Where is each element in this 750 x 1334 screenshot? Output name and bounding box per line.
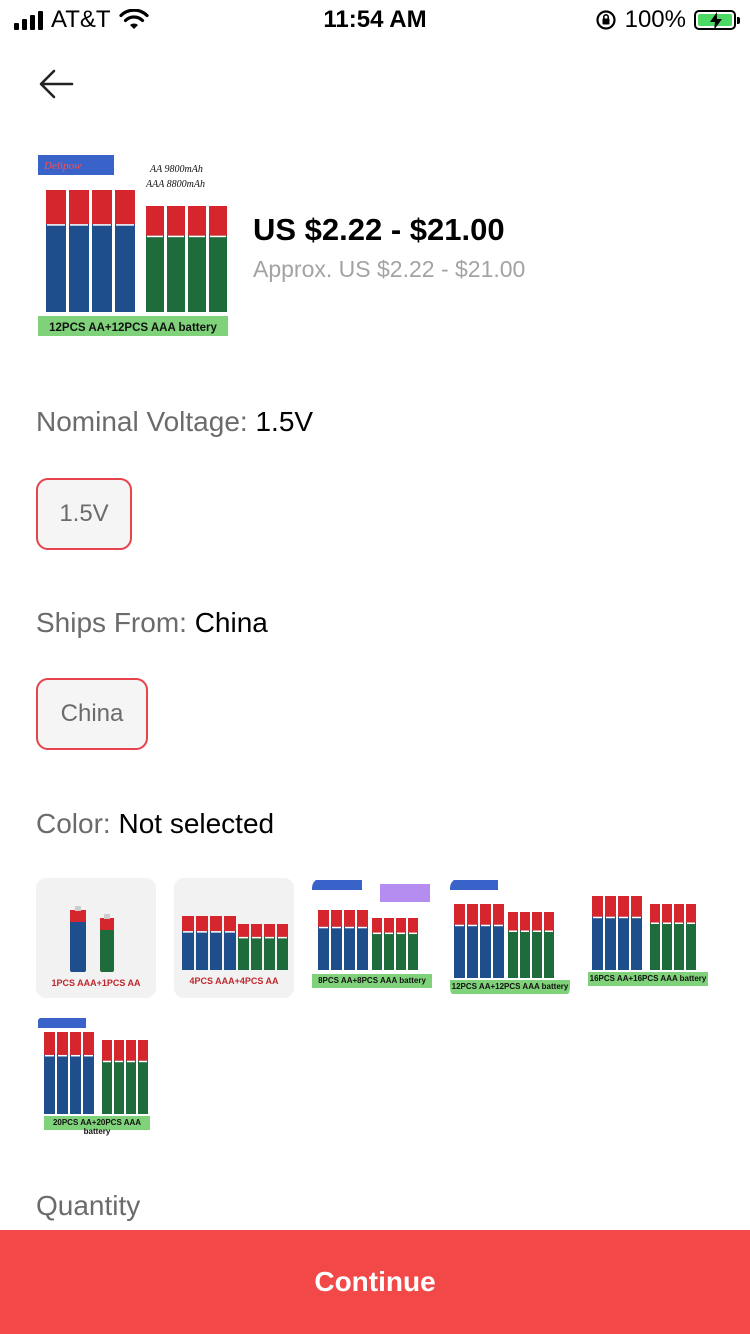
image-caption: 12PCS AA+12PCS AAA battery <box>49 322 217 334</box>
thumb-5-banner: 16PCS AA+16PCS AAA battery <box>588 972 708 986</box>
color-label: Color: Not selected <box>36 808 274 840</box>
status-bar: AT&T 11:54 AM 100% <box>0 0 750 40</box>
back-arrow-icon[interactable] <box>36 64 76 104</box>
battery-percent: 100% <box>624 6 686 33</box>
color-label-text: Color: <box>36 808 119 839</box>
thumb-4-image <box>450 880 554 978</box>
color-option-1[interactable]: 1PCS AAA+1PCS AA <box>36 878 156 998</box>
thumb-4-banner: 12PCS AA+12PCS AAA battery <box>450 980 570 994</box>
thumb-6-caption: 20PCS AA+20PCS AAA battery <box>52 1118 142 1136</box>
thumb-1-image <box>70 906 114 972</box>
thumb-1-caption: 1PCS AAA+1PCS AA <box>51 978 141 988</box>
color-option-2[interactable]: 4PCS AAA+4PCS AA <box>174 878 294 998</box>
thumb-3-caption: 8PCS AA+8PCS AAA battery <box>318 976 426 985</box>
rotation-lock-icon <box>596 10 616 30</box>
status-time: 11:54 AM <box>323 6 427 33</box>
voltage-option-1-5v[interactable]: 1.5V <box>36 478 132 550</box>
thumb-2-image <box>182 916 288 970</box>
approx-price: Approx. US $2.22 - $21.00 <box>253 256 526 282</box>
signal-icon <box>14 10 43 30</box>
thumb-3-banner: 8PCS AA+8PCS AAA battery <box>312 974 432 988</box>
color-option-3[interactable]: 8PCS AA+8PCS AAA battery <box>312 878 432 998</box>
thumb-2-caption: 4PCS AAA+4PCS AA <box>189 976 279 986</box>
voltage-label: Nominal Voltage: 1.5V <box>36 406 313 438</box>
thumb-4-caption: 12PCS AA+12PCS AAA battery <box>451 982 569 991</box>
thumb-5-image <box>592 896 696 970</box>
wifi-icon <box>118 9 149 29</box>
ships-from-label: Ships From: China <box>36 607 268 639</box>
thumb-6-image <box>38 1018 148 1114</box>
color-option-5[interactable]: 16PCS AA+16PCS AAA battery <box>588 878 708 998</box>
voltage-label-text: Nominal Voltage: <box>36 406 256 437</box>
ships-from-value: China <box>194 607 268 638</box>
ships-from-label-text: Ships From: <box>36 607 195 638</box>
thumb-3-image <box>312 880 430 970</box>
quantity-label: Quantity <box>36 1190 141 1221</box>
image-line1: AA 9800mAh <box>149 164 203 175</box>
price-range: US $2.22 - $21.00 <box>253 212 505 247</box>
product-image: Delipow AA 9800mAh AAA 8800mAh 12PCS AA+… <box>36 152 230 342</box>
thumb-6-banner: 20PCS AA+20PCS AAA battery <box>44 1116 150 1136</box>
image-badge: Delipow <box>43 160 82 172</box>
color-option-6[interactable]: 20PCS AA+20PCS AAA battery <box>36 1016 156 1136</box>
thumb-5-caption: 16PCS AA+16PCS AAA battery <box>589 974 707 983</box>
voltage-value: 1.5V <box>255 406 314 437</box>
continue-button[interactable]: Continue <box>0 1230 750 1334</box>
color-option-4[interactable]: 12PCS AA+12PCS AAA battery <box>450 878 570 998</box>
image-line2: AAA 8800mAh <box>145 179 205 190</box>
ships-from-option-china[interactable]: China <box>36 678 148 750</box>
battery-icon <box>694 10 740 30</box>
carrier-label: AT&T <box>51 6 111 33</box>
color-value: Not selected <box>118 808 275 839</box>
